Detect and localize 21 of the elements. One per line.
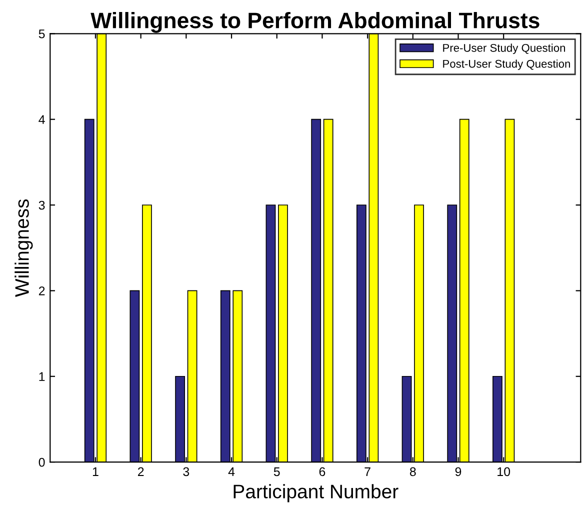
x-tick-label: 3: [183, 467, 190, 476]
x-tick-label: 6: [319, 467, 326, 476]
x-tick-label: 4: [228, 467, 235, 476]
x-tick-label: 8: [410, 467, 416, 476]
x-tick-label: 10: [498, 467, 510, 476]
x-tick-label: 7: [364, 467, 370, 476]
x-tick-label: 2: [138, 467, 144, 476]
x-tick-label: 5: [274, 467, 280, 476]
y-tick-label: 4: [38, 115, 45, 124]
x-tick-label: 9: [455, 467, 462, 476]
chart-title: Willingness to Perform Abdominal Thrusts: [90, 12, 540, 33]
legend-label: Post-User Study Question: [443, 60, 570, 70]
legend-label: Pre-User Study Question: [443, 44, 566, 54]
y-tick-label: 0: [38, 458, 45, 467]
y-tick-label: 3: [38, 200, 45, 210]
y-tick-label: 1: [39, 372, 45, 381]
x-axis-title: Participant Number: [234, 484, 398, 502]
x-tick-label: 1: [92, 467, 98, 476]
y-axis-title: Willingness: [14, 199, 33, 297]
y-tick-label: 5: [38, 30, 45, 38]
y-tick-label: 2: [38, 286, 45, 296]
